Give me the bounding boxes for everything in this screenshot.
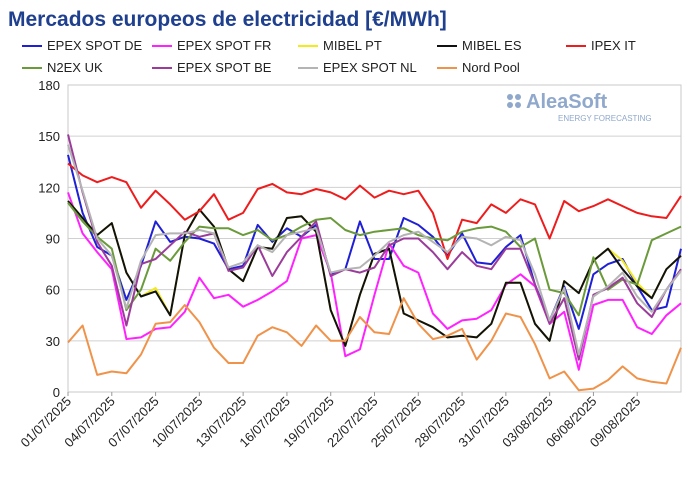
legend-label: N2EX UK (47, 60, 103, 75)
y-tick-label: 0 (53, 385, 60, 400)
y-tick-label: 30 (46, 334, 60, 349)
legend-label: EPEX SPOT BE (177, 60, 272, 75)
legend-label: EPEX SPOT NL (323, 60, 417, 75)
logo-text: AleaSoft (526, 91, 607, 113)
series-line (67, 144, 682, 356)
series-line (67, 162, 682, 260)
series-line (67, 200, 682, 347)
legend-label: EPEX SPOT FR (177, 38, 271, 53)
legend-label: MIBEL PT (323, 38, 382, 53)
logo-subtitle: ENERGY FORECASTING (558, 114, 652, 123)
series-line (67, 154, 682, 330)
logo-dot (515, 102, 521, 108)
legend-label: Nord Pool (462, 60, 520, 75)
series-line (67, 297, 682, 392)
y-tick-label: 150 (38, 129, 60, 144)
y-tick-label: 60 (46, 283, 60, 298)
logo-dot (515, 94, 521, 100)
series-line (67, 192, 682, 371)
y-tick-label: 120 (38, 180, 60, 195)
logo-dot (507, 102, 513, 108)
series-line (67, 134, 682, 361)
y-tick-label: 90 (46, 232, 60, 247)
legend-label: EPEX SPOT DE (47, 38, 142, 53)
series-line (67, 202, 682, 317)
y-tick-label: 180 (38, 78, 60, 93)
logo: AleaSoft ENERGY FORECASTING (507, 91, 652, 123)
logo-dot (507, 94, 513, 100)
chart-title: Mercados europeos de electricidad [€/MWh… (8, 8, 447, 31)
legend-label: MIBEL ES (462, 38, 522, 53)
legend-label: IPEX IT (591, 38, 636, 53)
